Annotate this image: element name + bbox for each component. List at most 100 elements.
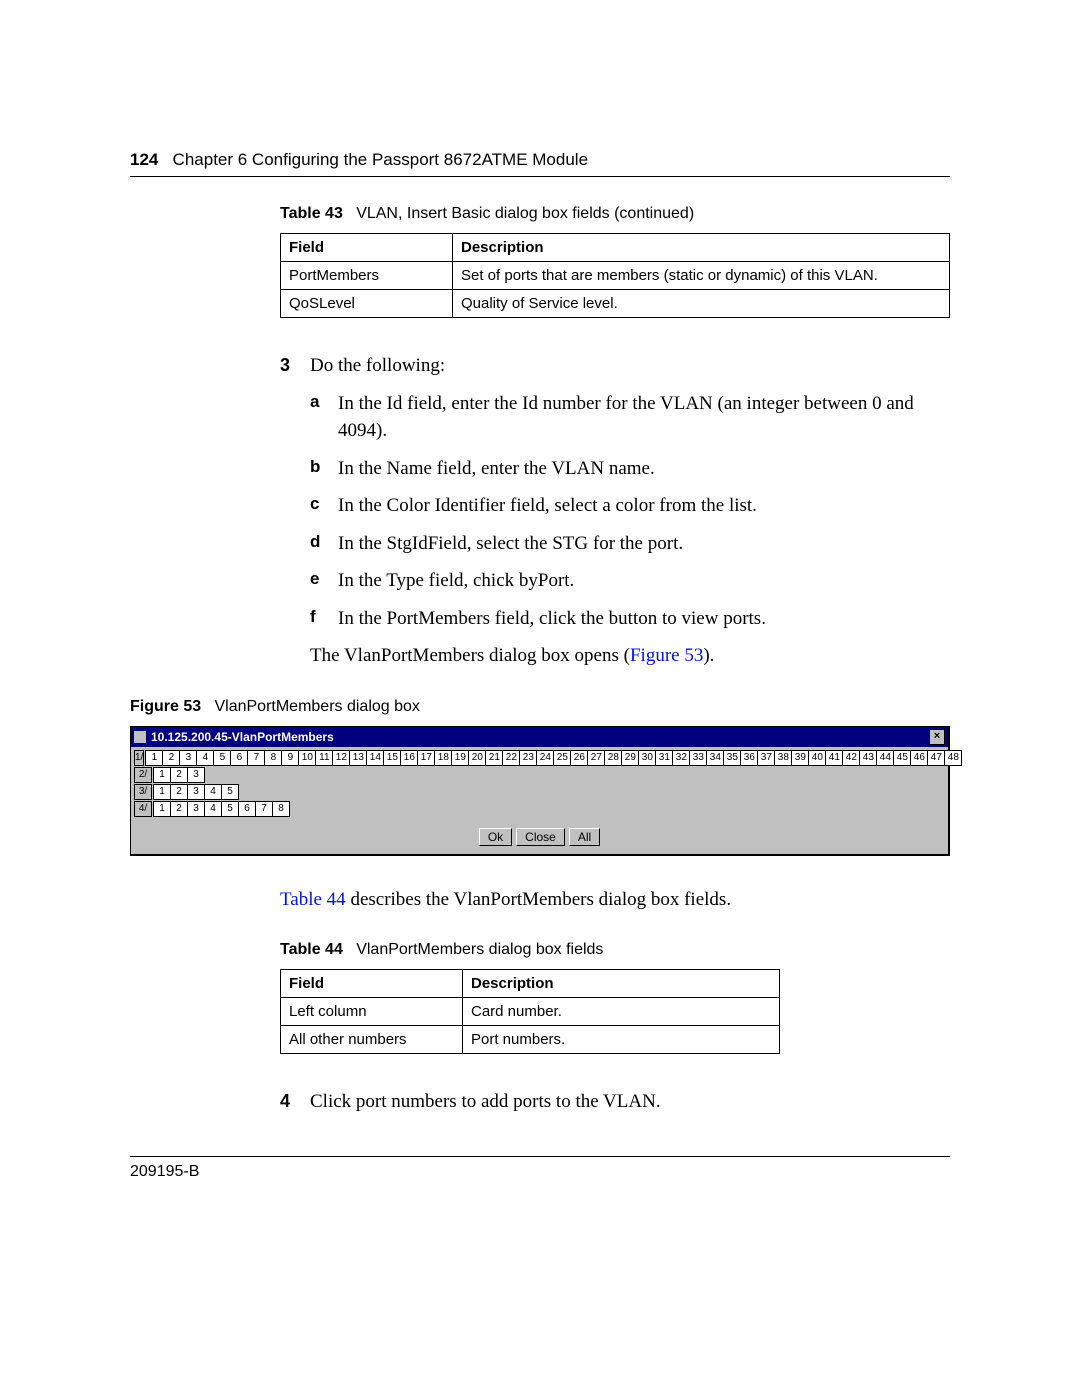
port-cell[interactable]: 3	[187, 767, 205, 783]
port-cell[interactable]: 39	[791, 750, 809, 766]
port-cell[interactable]: 6	[230, 750, 248, 766]
port-cell[interactable]: 5	[221, 784, 239, 800]
port-cell[interactable]: 1	[153, 801, 171, 817]
port-cell[interactable]: 4	[204, 801, 222, 817]
port-cell[interactable]: 1	[153, 767, 171, 783]
dialog-body: 1/12345678910111213141516171819202122232…	[131, 747, 948, 854]
port-cell[interactable]: 2	[170, 767, 188, 783]
port-cell[interactable]: 22	[502, 750, 520, 766]
port-cell[interactable]: 9	[281, 750, 299, 766]
port-cell[interactable]: 10	[298, 750, 316, 766]
figure53: 10.125.200.45-VlanPortMembers × 1/123456…	[130, 726, 950, 856]
port-cell[interactable]: 19	[451, 750, 469, 766]
port-cell[interactable]: 15	[383, 750, 401, 766]
port-cell[interactable]: 2	[170, 801, 188, 817]
port-cell[interactable]: 42	[842, 750, 860, 766]
port-cell[interactable]: 4	[196, 750, 214, 766]
sub-a-m: a	[310, 390, 338, 445]
port-cell[interactable]: 25	[553, 750, 571, 766]
port-cell[interactable]: 23	[519, 750, 537, 766]
dialog-button-row: Ok Close All	[134, 818, 945, 850]
port-cell[interactable]: 35	[723, 750, 741, 766]
page-footer: 209195-B	[130, 1156, 950, 1181]
port-cell[interactable]: 41	[825, 750, 843, 766]
step-4: 4 Click port numbers to add ports to the…	[280, 1088, 950, 1116]
port-cell[interactable]: 26	[570, 750, 588, 766]
port-cell[interactable]: 31	[655, 750, 673, 766]
port-cell[interactable]: 48	[944, 750, 962, 766]
port-cell[interactable]: 46	[910, 750, 928, 766]
port-cell[interactable]: 1	[153, 784, 171, 800]
table44-xref[interactable]: Table 44	[280, 889, 346, 910]
step4-text: Click port numbers to add ports to the V…	[310, 1091, 661, 1112]
table-row: Left column Card number.	[281, 998, 780, 1026]
table44-label: Table 44	[280, 941, 343, 958]
sub-b-t: In the Name field, enter the VLAN name.	[338, 455, 950, 483]
port-cell[interactable]: 5	[221, 801, 239, 817]
port-cell[interactable]: 4	[204, 784, 222, 800]
port-cell[interactable]: 6	[238, 801, 256, 817]
port-cell[interactable]: 2	[170, 784, 188, 800]
port-cell[interactable]: 3	[187, 784, 205, 800]
port-cell[interactable]: 14	[366, 750, 384, 766]
port-row: 1/12345678910111213141516171819202122232…	[134, 750, 945, 766]
port-cell[interactable]: 8	[272, 801, 290, 817]
port-cell[interactable]: 1	[145, 750, 163, 766]
step-list: 3 Do the following: aIn the Id field, en…	[280, 352, 950, 670]
table43-label: Table 43	[280, 205, 343, 222]
port-cell[interactable]: 38	[774, 750, 792, 766]
sub-d-t: In the StgIdField, select the STG for th…	[338, 530, 950, 558]
port-cell[interactable]: 37	[757, 750, 775, 766]
port-cell[interactable]: 8	[264, 750, 282, 766]
table43-h0: Field	[281, 234, 453, 262]
port-cell[interactable]: 32	[672, 750, 690, 766]
port-cell[interactable]: 17	[417, 750, 435, 766]
port-cell[interactable]: 21	[485, 750, 503, 766]
port-cell[interactable]: 40	[808, 750, 826, 766]
sub-b-m: b	[310, 455, 338, 483]
port-cell[interactable]: 3	[187, 801, 205, 817]
port-cell[interactable]: 24	[536, 750, 554, 766]
port-cell[interactable]: 16	[400, 750, 418, 766]
sub-e-t: In the Type field, chick byPort.	[338, 567, 950, 595]
port-cell[interactable]: 18	[434, 750, 452, 766]
port-cell[interactable]: 27	[587, 750, 605, 766]
port-cell[interactable]: 29	[621, 750, 639, 766]
port-cell[interactable]: 2	[162, 750, 180, 766]
port-cell[interactable]: 28	[604, 750, 622, 766]
port-cell[interactable]: 47	[927, 750, 945, 766]
t43-r1c0: QoSLevel	[281, 290, 453, 318]
port-cell[interactable]: 12	[332, 750, 350, 766]
ok-button[interactable]: Ok	[479, 828, 512, 846]
figure53-caption-text: VlanPortMembers dialog box	[214, 698, 419, 715]
port-cell[interactable]: 33	[689, 750, 707, 766]
table44: Field Description Left column Card numbe…	[280, 969, 780, 1054]
port-cell[interactable]: 3	[179, 750, 197, 766]
close-button[interactable]: Close	[516, 828, 565, 846]
port-cell[interactable]: 11	[315, 750, 333, 766]
table-row: All other numbers Port numbers.	[281, 1026, 780, 1054]
port-row: 3/12345	[134, 784, 945, 800]
port-cell[interactable]: 7	[255, 801, 273, 817]
t44-r1c0: All other numbers	[281, 1026, 463, 1054]
port-cell[interactable]: 30	[638, 750, 656, 766]
substep-list: aIn the Id field, enter the Id number fo…	[310, 390, 950, 633]
port-cell[interactable]: 7	[247, 750, 265, 766]
port-cell[interactable]: 44	[876, 750, 894, 766]
close-icon[interactable]: ×	[929, 729, 945, 745]
table43-caption-text: VLAN, Insert Basic dialog box fields (co…	[356, 205, 694, 222]
port-cell[interactable]: 34	[706, 750, 724, 766]
figure53-xref[interactable]: Figure 53	[630, 645, 703, 666]
port-cell[interactable]: 45	[893, 750, 911, 766]
page-number: 124	[130, 150, 158, 169]
t44-r0c1: Card number.	[463, 998, 780, 1026]
port-cell[interactable]: 36	[740, 750, 758, 766]
port-cell[interactable]: 5	[213, 750, 231, 766]
port-cell[interactable]: 43	[859, 750, 877, 766]
all-button[interactable]: All	[569, 828, 600, 846]
port-cell[interactable]: 20	[468, 750, 486, 766]
chapter-title: Chapter 6 Configuring the Passport 8672A…	[173, 150, 588, 169]
table44-h1: Description	[463, 970, 780, 998]
t43-r0c0: PortMembers	[281, 262, 453, 290]
port-cell[interactable]: 13	[349, 750, 367, 766]
